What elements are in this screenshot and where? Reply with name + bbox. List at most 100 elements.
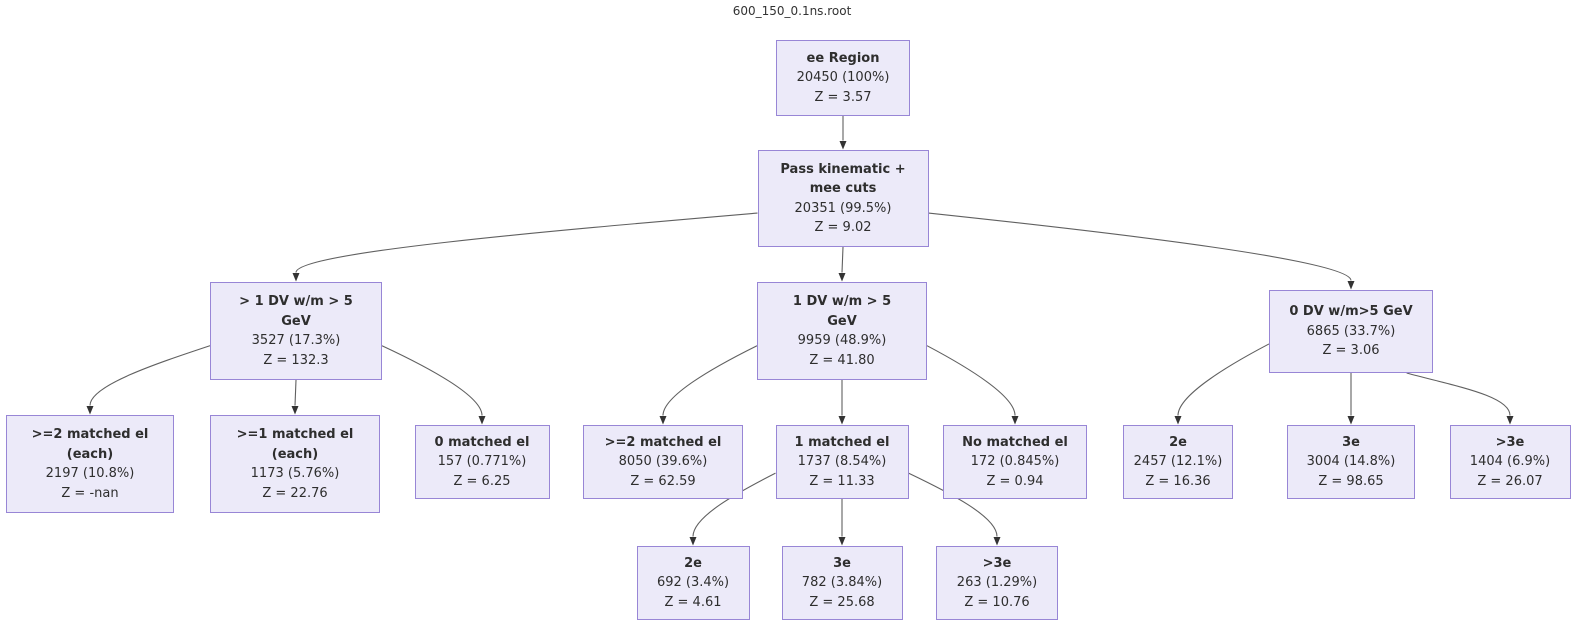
edge-gt1dv-to-ge2each	[89, 345, 211, 406]
tree-node-m0: 0 matched el 157 (0.771%) Z = 6.25	[414, 425, 550, 499]
arrowhead-icon	[1174, 416, 1182, 425]
node-name-line: >=2 matched el	[604, 434, 722, 450]
node-z-score: Z = 3.57	[814, 89, 872, 105]
tree-node-e2b: 2e 692 (3.4%) Z = 4.61	[636, 546, 750, 620]
arrowhead-icon	[838, 416, 846, 425]
arrowhead-icon	[1011, 416, 1019, 425]
node-count: 172 (0.845%)	[970, 454, 1060, 470]
node-z-score: Z = -nan	[61, 485, 119, 501]
node-name-line: >3e	[982, 555, 1012, 571]
arrowhead-icon	[1506, 416, 1514, 425]
node-count: 9959 (48.9%)	[797, 333, 887, 348]
node-count: 20351 (99.5%)	[794, 200, 892, 216]
arrowhead-icon	[659, 416, 667, 425]
node-count: 782 (3.84%)	[801, 575, 883, 591]
node-z-score: Z = 9.02	[814, 220, 872, 235]
node-z-score: Z = 62.59	[630, 473, 696, 489]
node-name-line: >3e	[1495, 434, 1525, 450]
tree-node-ge1each: >=1 matched el (each) 1173 (5.76%) Z = 22.7…	[210, 415, 380, 513]
node-z-score: Z = 41.80	[809, 352, 875, 368]
node-name-line: 3e	[1342, 434, 1360, 450]
node-z-score: Z = 26.07	[1477, 473, 1543, 489]
node-name-line: > 1 DV w/m > 5	[239, 294, 353, 309]
node-z-score: Z = 4.61	[664, 594, 722, 610]
node-name-line: GeV	[281, 313, 311, 329]
node-name-line: >=2 matched el	[31, 427, 149, 442]
edge-pass-to-gt1dv	[295, 212, 758, 273]
node-z-score: Z = 16.36	[1145, 473, 1211, 489]
node-name-line: GeV	[827, 313, 857, 329]
edge-dv0-to-gt3er	[1406, 372, 1511, 416]
node-count: 2457 (12.1%)	[1133, 454, 1223, 470]
node-count: 1404 (6.9%)	[1469, 454, 1551, 470]
diagram-title: 600_150_0.1ns.root	[732, 4, 852, 18]
node-name-line: >=1 matched el	[236, 427, 354, 442]
node-z-score: Z = 6.25	[453, 473, 511, 489]
node-z-score: Z = 132.3	[263, 352, 329, 368]
node-name-line: ee Region	[806, 50, 880, 66]
tree-node-ge2: >=2 matched el 8050 (39.6%) Z = 62.59	[583, 425, 743, 499]
arrowhead-icon	[1347, 281, 1355, 290]
tree-node-gt3er: >3e 1404 (6.9%) Z = 26.07	[1449, 425, 1571, 499]
node-name-line: Pass kinematic +	[780, 161, 906, 177]
arrowhead-icon	[993, 537, 1001, 546]
node-name-line: (each)	[66, 446, 114, 462]
node-count: 20450 (100%)	[796, 70, 890, 86]
node-count: 3527 (17.3%)	[251, 333, 341, 348]
tree-node-gt1dv: > 1 DV w/m > 5 GeV 3527 (17.3%) Z = 132.3	[210, 282, 382, 380]
arrowhead-icon	[838, 273, 846, 282]
node-name-line: 1 DV w/m > 5	[792, 294, 892, 309]
node-name-line: (each)	[271, 446, 319, 462]
node-name-line: 2e	[684, 555, 702, 571]
node-name-line: 3e	[833, 555, 851, 571]
edge-m1-to-gt3eb	[908, 472, 998, 537]
tree-node-root: ee Region 20450 (100%) Z = 3.57	[776, 40, 910, 116]
arrowhead-icon	[1347, 416, 1355, 425]
node-count: 157 (0.771%)	[437, 454, 527, 470]
node-z-score: Z = 25.68	[809, 594, 875, 610]
arrowhead-icon	[86, 406, 94, 415]
node-count: 1173 (5.76%)	[250, 466, 340, 481]
tree-node-m1: 1 matched el 1737 (8.54%) Z = 11.33	[775, 425, 909, 499]
edge-gt1dv-to-m0	[381, 345, 483, 416]
node-z-score: Z = 22.76	[262, 485, 328, 501]
tree-node-e3r: 3e 3004 (14.8%) Z = 98.65	[1287, 425, 1415, 499]
tree-node-e3b: 3e 782 (3.84%) Z = 25.68	[781, 546, 903, 620]
edge-gt1dv-to-ge1each	[294, 379, 297, 406]
node-name-line: No matched el	[962, 434, 1068, 450]
tree-node-pass: Pass kinematic + mee cuts 20351 (99.5%) Z =…	[757, 150, 929, 247]
arrowhead-icon	[839, 141, 847, 150]
edge-dv1-to-nom	[926, 345, 1016, 416]
node-name-line: 1 matched el	[794, 434, 890, 450]
tree-node-ge2each: >=2 matched el (each) 2197 (10.8%) Z = -nan	[6, 415, 174, 513]
node-z-score: Z = 0.94	[986, 473, 1044, 489]
node-name-line: 0 DV w/m>5 GeV	[1289, 304, 1413, 320]
node-z-score: Z = 3.06	[1322, 343, 1380, 359]
node-count: 263 (1.29%)	[956, 575, 1038, 591]
arrowhead-icon	[292, 273, 300, 282]
arrowhead-icon	[291, 406, 299, 415]
node-z-score: Z = 98.65	[1318, 473, 1384, 489]
tree-node-dv0: 0 DV w/m>5 GeV 6865 (33.7%) Z = 3.06	[1269, 290, 1433, 373]
node-count: 3004 (14.8%)	[1306, 454, 1396, 470]
arrowhead-icon	[689, 537, 697, 546]
node-z-score: Z = 11.33	[809, 473, 875, 489]
node-count: 8050 (39.6%)	[618, 454, 708, 470]
node-z-score: Z = 10.76	[964, 594, 1030, 610]
tree-node-dv1: 1 DV w/m > 5 GeV 9959 (48.9%) Z = 41.80	[757, 282, 927, 380]
edge-dv0-to-e2r	[1177, 343, 1270, 416]
edge-pass-to-dv0	[928, 212, 1352, 281]
node-count: 1737 (8.54%)	[797, 454, 887, 470]
arrowhead-icon	[838, 537, 846, 546]
tree-node-nom: No matched el 172 (0.845%) Z = 0.94	[943, 425, 1087, 499]
node-name-line: mee cuts	[809, 181, 877, 196]
node-count: 2197 (10.8%)	[45, 466, 135, 481]
edge-pass-to-dv1	[841, 246, 844, 273]
node-name-line: 2e	[1169, 434, 1187, 450]
tree-node-e2r: 2e 2457 (12.1%) Z = 16.36	[1123, 425, 1233, 499]
tree-node-gt3eb: >3e 263 (1.29%) Z = 10.76	[936, 546, 1058, 620]
node-count: 692 (3.4%)	[656, 575, 730, 591]
edge-dv1-to-ge2	[662, 345, 758, 416]
